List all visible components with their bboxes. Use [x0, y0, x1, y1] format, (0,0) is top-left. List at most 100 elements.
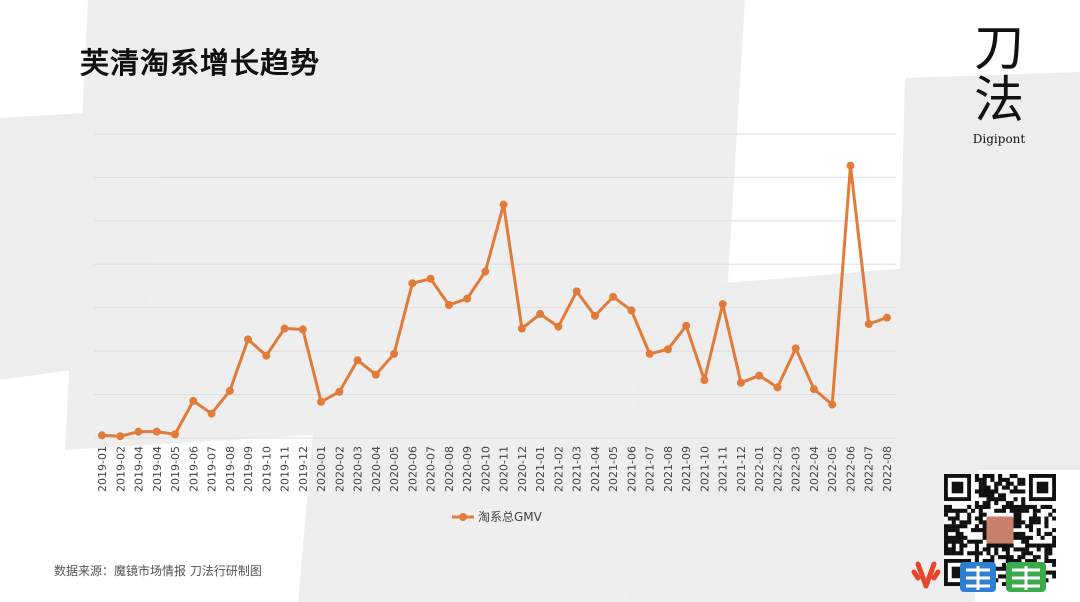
legend: 淘系总GMV	[452, 510, 543, 524]
x-tick-label: 2021-08	[662, 446, 675, 492]
data-point	[134, 427, 143, 436]
x-tick-label: 2021-03	[571, 446, 584, 492]
x-tick-label: 2022-03	[790, 446, 803, 492]
x-tick-label: 2020-04	[370, 446, 383, 492]
data-point	[207, 409, 216, 418]
data-point	[298, 325, 307, 334]
page-title: 芙清淘系增长趋势	[80, 46, 321, 80]
data-point	[463, 294, 472, 303]
data-point	[244, 335, 253, 344]
data-point	[517, 324, 526, 333]
x-tick-label: 2021-07	[644, 446, 657, 492]
x-tick-label: 2019-12	[297, 446, 310, 492]
x-tick-label: 2019-11	[279, 446, 292, 492]
x-tick-label: 2022-05	[826, 446, 839, 492]
data-point	[846, 161, 855, 170]
data-point	[116, 432, 125, 441]
data-point	[809, 385, 818, 394]
x-tick-label: 2020-06	[406, 446, 419, 492]
qr-avatar	[986, 516, 1014, 544]
data-point	[554, 322, 563, 331]
x-tick-label: 2021-10	[698, 446, 711, 492]
data-point	[189, 396, 198, 405]
x-tick-label: 2022-07	[863, 446, 876, 492]
x-tick-label: 2019-10	[260, 446, 273, 492]
data-point	[280, 324, 289, 333]
x-tick-label: 2019-09	[242, 446, 255, 492]
data-point	[718, 300, 727, 309]
data-point	[828, 400, 837, 409]
x-tick-label: 2020-07	[425, 446, 438, 492]
data-point	[773, 383, 782, 392]
x-tick-label: 2020-11	[498, 446, 511, 492]
x-tick-label: 2021-09	[680, 446, 693, 492]
data-point	[98, 431, 106, 440]
data-point	[262, 351, 271, 360]
brand-logo-char-1: 刀	[974, 19, 1024, 77]
brand-logo: 刀 法 Digipont	[968, 22, 1030, 146]
x-tick-label: 2022-01	[753, 446, 766, 492]
x-axis-tick-labels: 2019-01 2019-02 2019-04 2019-04 2019-05 2019-…	[96, 446, 894, 492]
x-tick-label: 2021-11	[717, 446, 730, 492]
data-point	[426, 274, 435, 283]
x-tick-label: 2020-12	[516, 446, 529, 492]
data-point	[755, 371, 764, 380]
x-tick-label: 2020-09	[461, 446, 474, 492]
legend-label: 淘系总GMV	[478, 510, 543, 524]
x-tick-label: 2019-07	[206, 446, 219, 492]
x-tick-label: 2021-01	[534, 446, 547, 492]
data-point	[481, 267, 490, 276]
watermark-glyph-1	[911, 561, 941, 589]
data-point	[499, 200, 508, 209]
x-tick-label: 2020-01	[315, 446, 328, 492]
source-note: 数据来源：魔镜市场情报 刀法行研制图	[54, 564, 262, 578]
x-tick-label: 2020-05	[388, 446, 401, 492]
x-tick-label: 2019-01	[96, 446, 109, 492]
x-tick-label: 2020-08	[443, 446, 456, 492]
data-point	[590, 311, 599, 320]
data-point	[700, 376, 709, 385]
data-point	[645, 349, 654, 358]
series-line	[101, 164, 888, 438]
x-tick-label: 2019-06	[187, 446, 200, 492]
x-tick-label: 2022-02	[771, 446, 784, 492]
data-point	[371, 370, 380, 379]
series-points	[98, 161, 891, 441]
data-point	[444, 301, 453, 309]
x-tick-label: 2021-06	[625, 446, 638, 492]
data-point	[335, 387, 344, 396]
x-tick-label: 2019-05	[169, 446, 182, 492]
data-point	[682, 321, 691, 330]
data-point	[627, 306, 636, 315]
data-point	[353, 356, 362, 365]
data-point	[171, 430, 180, 439]
x-tick-label: 2019-08	[224, 446, 237, 492]
data-point	[864, 320, 873, 328]
x-tick-label: 2020-10	[479, 446, 492, 492]
data-point	[152, 427, 161, 436]
data-point	[317, 397, 326, 406]
x-tick-label: 2022-06	[844, 446, 857, 492]
x-tick-label: 2021-12	[735, 446, 748, 492]
data-point	[536, 310, 545, 319]
data-point	[390, 349, 399, 358]
x-tick-label: 2019-02	[114, 446, 127, 492]
x-tick-label: 2020-02	[333, 446, 346, 492]
legend-marker	[459, 513, 467, 521]
data-point	[663, 345, 672, 354]
x-tick-label: 2022-04	[808, 446, 821, 492]
data-point	[225, 386, 234, 395]
x-tick-label: 2021-02	[552, 446, 565, 492]
x-tick-label: 2020-03	[352, 446, 365, 492]
data-point	[572, 287, 581, 296]
x-tick-label: 2021-04	[589, 446, 602, 492]
x-tick-label: 2019-04	[151, 446, 164, 492]
x-tick-label: 2021-05	[607, 446, 620, 492]
series-line-gmv	[101, 164, 888, 438]
data-point	[736, 378, 745, 387]
brand-logo-char-2: 法	[974, 71, 1024, 129]
x-tick-label: 2022-08	[881, 446, 894, 492]
data-point	[883, 313, 891, 322]
